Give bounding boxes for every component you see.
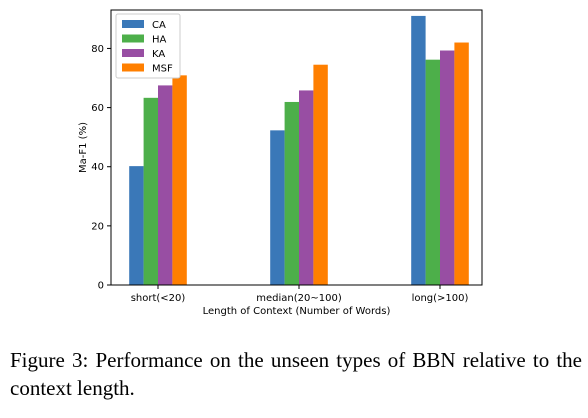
bar-ka-1 [158, 85, 173, 285]
legend-swatch-ka [122, 49, 144, 57]
y-axis-label: Ma-F1 (%) [78, 122, 89, 173]
legend-label-ha: HA [152, 35, 167, 46]
x-tick-label: long(>100) [412, 293, 469, 304]
bar-ha-2 [284, 101, 299, 285]
bar-ca-3 [411, 15, 426, 286]
x-tick-label: median(20~100) [256, 293, 342, 304]
y-tick-label: 20 [91, 221, 104, 232]
legend-swatch-ha [122, 34, 144, 43]
plot-frame [110, 9, 483, 286]
bar-ha-1 [143, 97, 158, 286]
y-tick-label: 60 [91, 103, 104, 114]
y-tick-label: 80 [91, 44, 104, 55]
legend-label-ka: KA [152, 49, 165, 60]
chart-canvas: 0 20 40 60 80 short(<20) median(20~100) long(>… [78, 9, 483, 317]
y-axis: 0 20 40 60 80 [91, 44, 111, 292]
y-tick-label: 40 [91, 162, 104, 173]
bar-msf-3 [454, 42, 469, 285]
bar-ha-3 [425, 59, 440, 286]
x-axis: short(<20) median(20~100) long(>100) [131, 285, 469, 304]
bars-group [129, 15, 469, 286]
y-tick-label: 0 [98, 281, 104, 292]
bar-ka-3 [440, 50, 455, 285]
legend-label-msf: MSF [152, 64, 173, 75]
x-axis-label: Length of Context (Number of Words) [203, 306, 391, 317]
legend-label-ca: CA [152, 20, 166, 31]
legend-box [115, 13, 181, 79]
x-tick-label: short(<20) [131, 293, 186, 304]
bar-msf-2 [313, 64, 328, 285]
legend-swatch-ca [122, 20, 144, 28]
bar-ca-2 [270, 130, 285, 285]
legend: CA HA KA MSF [115, 13, 181, 79]
bar-chart: 0 20 40 60 80 short(<20) median(20~100) long(>… [78, 9, 483, 317]
figure-caption: Figure 3: Performance on the unseen type… [10, 348, 582, 400]
bar-msf-1 [172, 75, 187, 286]
bar-ca-1 [129, 166, 144, 285]
legend-swatch-msf [122, 63, 144, 72]
bar-ka-2 [299, 90, 314, 285]
